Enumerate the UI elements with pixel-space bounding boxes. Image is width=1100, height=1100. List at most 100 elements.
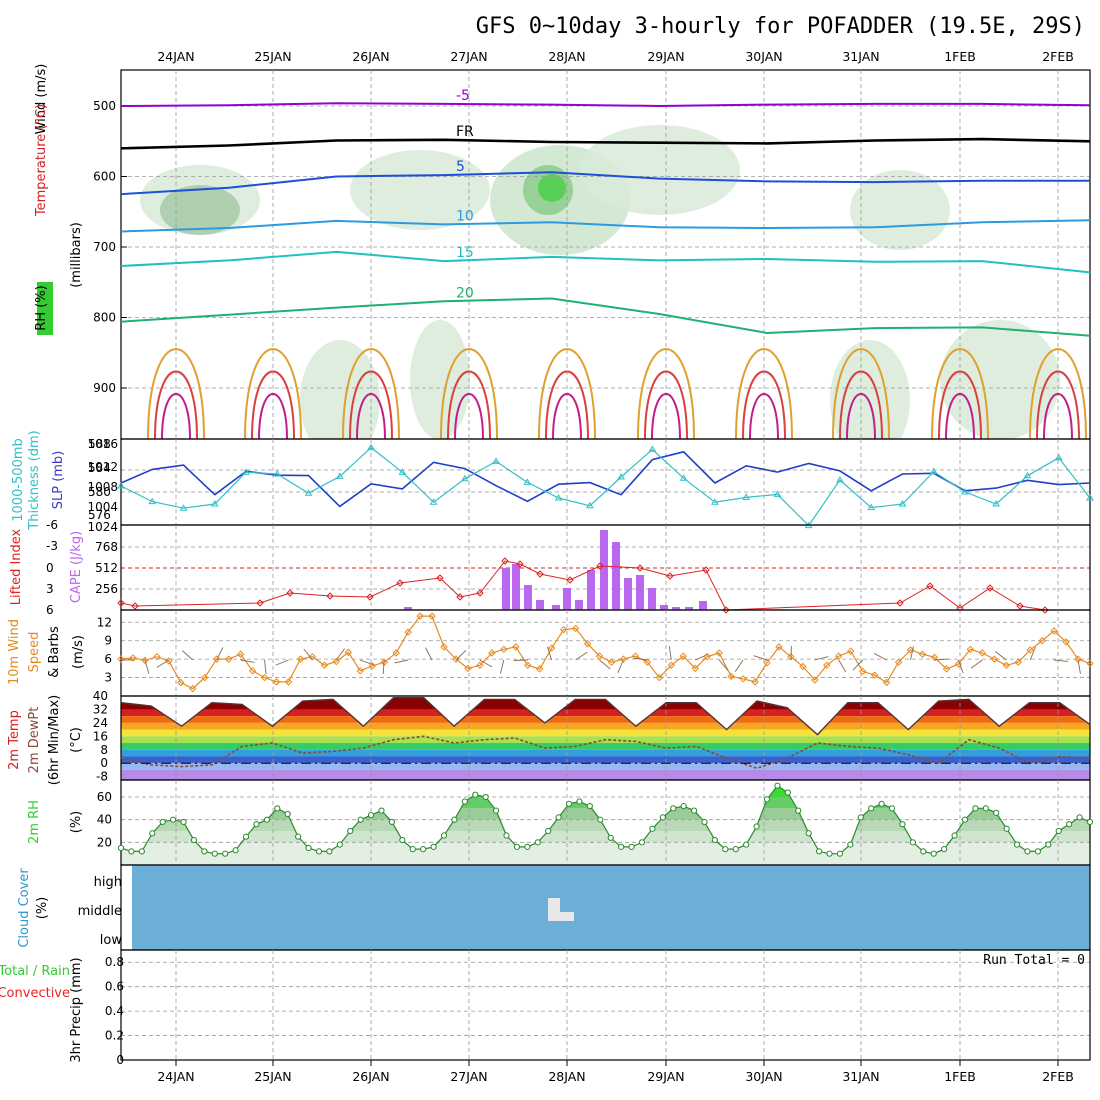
wind-marker: [607, 658, 616, 666]
wind-marker: [488, 649, 496, 657]
wind-barb: [970, 659, 983, 669]
rh-marker: [242, 833, 250, 840]
rh-band: [121, 785, 1090, 797]
thickness-marker: [1054, 453, 1063, 461]
wind-barb: [303, 648, 313, 661]
rh-marker: [1003, 825, 1010, 832]
wind-marker: [547, 644, 556, 652]
rh-marker: [149, 830, 156, 837]
wind-marker: [775, 643, 783, 651]
thickness-marker: [1086, 494, 1094, 501]
li-marker: [636, 564, 644, 572]
ylabel-minmax: (6hr Min/Max): [47, 695, 62, 785]
rh-marker: [753, 823, 760, 830]
rh-marker: [899, 821, 906, 828]
wind-marker: [978, 649, 987, 657]
wind-barb: [695, 653, 709, 661]
wind-marker: [248, 667, 257, 675]
isotherm-label: 15: [456, 245, 474, 261]
thickness-marker: [867, 503, 876, 511]
wind-marker: [942, 665, 951, 673]
temp-tick: 8: [100, 743, 108, 757]
rh-marker: [680, 802, 687, 810]
date-label-top: 30JAN: [745, 49, 782, 64]
temp-band: [121, 709, 1090, 717]
slp-tick: 1016: [87, 437, 118, 451]
date-label-bottom: 30JAN: [745, 1069, 782, 1084]
theta-loop: [1036, 370, 1080, 439]
rh-marker: [253, 821, 260, 828]
li-marker: [1016, 602, 1024, 610]
wind-marker: [823, 661, 831, 669]
date-axes: 24JAN 24JAN 25JAN 25JAN 26JAN 26JAN 27JAN 27JAN…: [157, 49, 1073, 1084]
rh-marker: [920, 848, 927, 855]
precip-panel: 0 0.2 0.4 0.6 0.8 Run Total = 0 Total / Rain Co…: [0, 949, 1091, 1067]
cape-bar: [699, 601, 707, 610]
theta-loop: [356, 393, 386, 439]
cloud-gap: [548, 898, 574, 921]
rh-marker: [1086, 818, 1094, 826]
rh-marker: [211, 850, 218, 857]
wind-marker: [619, 655, 628, 663]
wind-barb: [144, 659, 150, 674]
rh-marker: [1024, 848, 1031, 855]
rh-marker: [284, 810, 291, 818]
wind-marker: [739, 675, 747, 683]
pr-frame: [120, 438, 1091, 526]
date-label-bottom: 26JAN: [352, 1069, 389, 1084]
rh-marker: [888, 805, 896, 812]
wind-marker: [117, 655, 125, 663]
wind-marker: [571, 624, 580, 633]
rh-marker: [638, 839, 646, 846]
thickness-tick: 576: [88, 508, 111, 522]
ylabel-barbs: & Barbs: [47, 626, 62, 678]
rh-marker: [628, 843, 635, 850]
ylabel-rh: RH (%): [34, 285, 49, 330]
temp-tick: -8: [96, 770, 108, 784]
date-label-top: 25JAN: [254, 49, 291, 64]
pressure-tick: 900: [93, 381, 116, 395]
rh-marker: [941, 846, 948, 853]
li-marker: [1041, 606, 1049, 614]
theta-loop: [735, 348, 793, 439]
ylabel-cloud-pct: (%): [35, 897, 50, 920]
rh-marker: [128, 848, 135, 855]
rh-marker: [1045, 841, 1052, 848]
rh-marker: [805, 830, 812, 837]
wind-marker: [1086, 659, 1094, 668]
wind-barb: [425, 647, 433, 661]
wind-barb: [1054, 659, 1069, 662]
wind-marker: [1014, 658, 1022, 666]
ylabel-total-rain: Total / Rain: [0, 964, 70, 979]
cape-bar: [600, 530, 608, 610]
thickness-tick: 584: [88, 461, 111, 475]
wind-marker: [655, 673, 664, 682]
li-marker: [926, 582, 934, 590]
wind-barb: [852, 659, 864, 671]
wind-barb: [668, 646, 672, 661]
theta-loop: [945, 393, 975, 439]
thickness-marker: [179, 504, 188, 511]
wind-marker: [1026, 646, 1034, 654]
li-marker: [326, 592, 334, 600]
thickness-marker: [210, 500, 219, 507]
temp-band: [121, 729, 1090, 737]
rh-marker: [555, 814, 562, 821]
wind-marker: [679, 652, 687, 660]
rh-marker: [378, 807, 385, 814]
theta-loop: [637, 348, 695, 439]
wind-barb: [633, 657, 648, 661]
wind-marker: [356, 667, 364, 675]
rh-marker: [909, 839, 916, 846]
rh-marker: [315, 848, 323, 855]
wind-marker: [835, 652, 843, 660]
rh-marker: [774, 782, 781, 789]
rh-marker: [513, 843, 521, 850]
temp-band: [121, 769, 1090, 780]
cape-bar: [502, 568, 510, 610]
thickness-marker: [492, 457, 500, 464]
rh-marker: [1013, 841, 1021, 848]
wind-marker: [894, 658, 903, 666]
rh-marker: [169, 816, 177, 823]
